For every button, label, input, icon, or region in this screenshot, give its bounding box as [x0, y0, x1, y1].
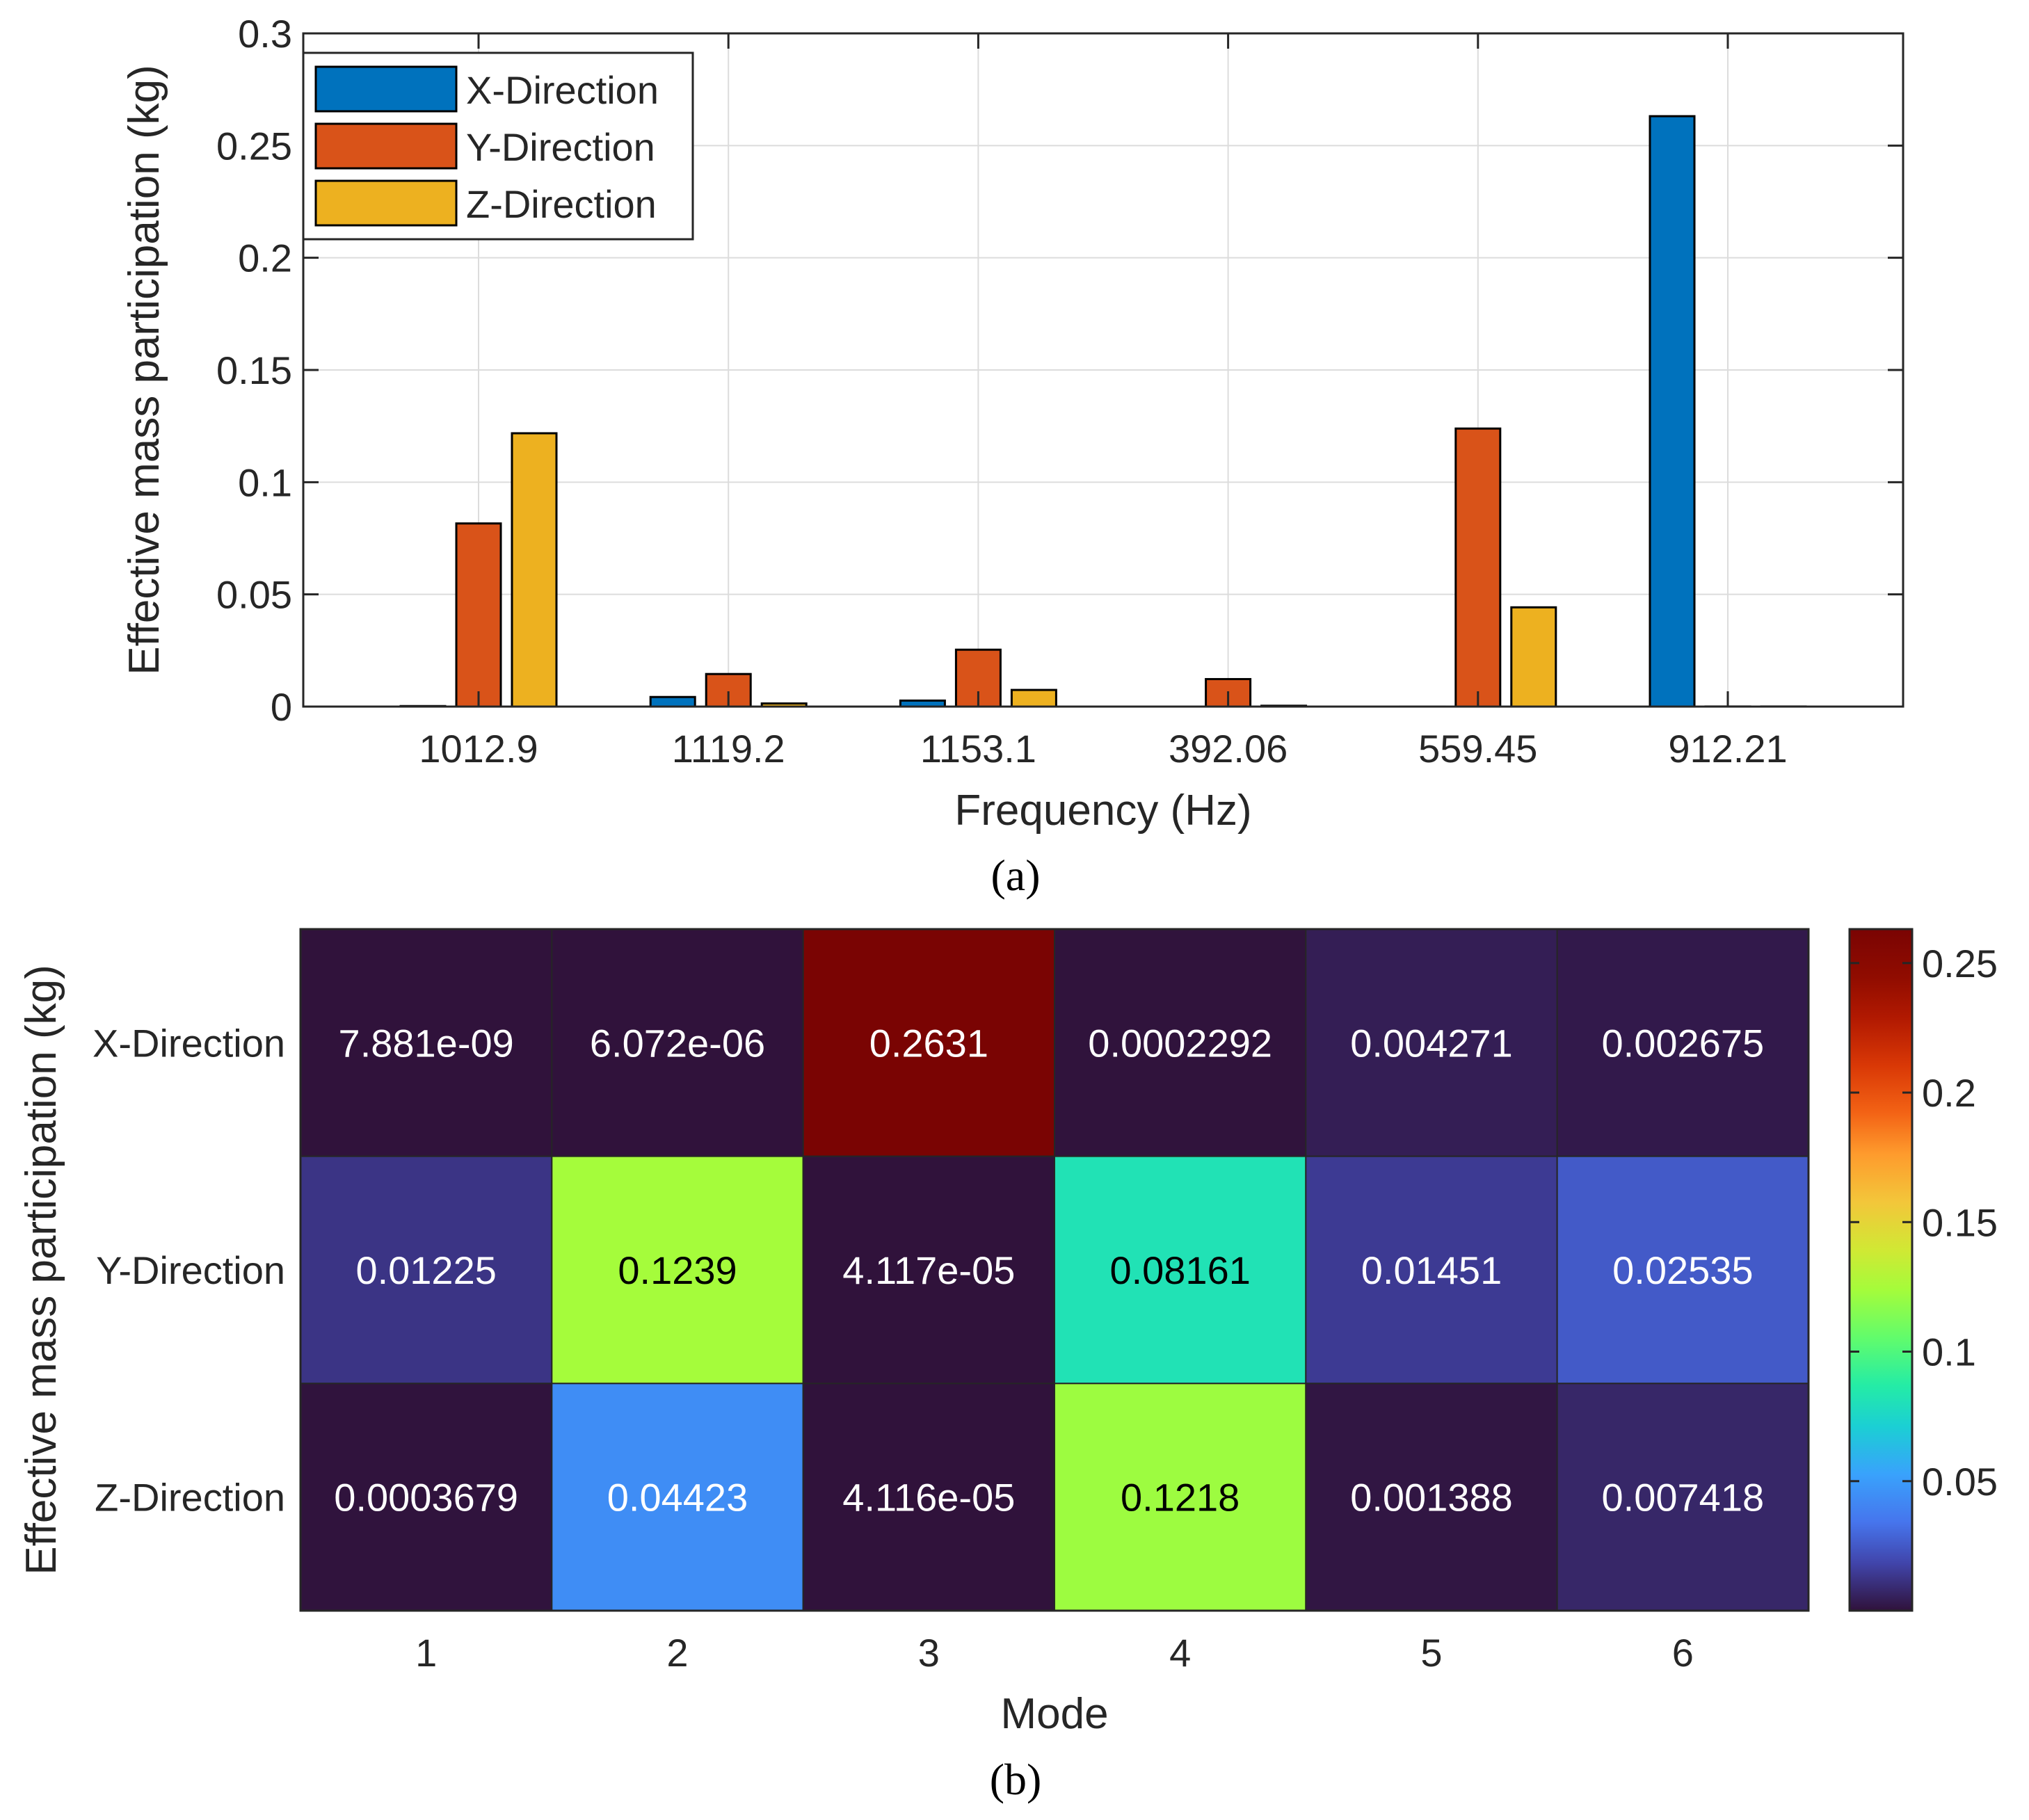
- bar-y-tick-label: 0.3: [238, 12, 292, 56]
- heatmap-cells: 7.881e-09 6.072e-06 0.2631 0.0002292 0.00427…: [300, 928, 1810, 1612]
- heatmap-cell-label: 0.2631: [869, 1021, 988, 1065]
- colorbar: [1848, 928, 1914, 1612]
- bar: [455, 522, 502, 708]
- heatmap-cell: [551, 928, 804, 1157]
- heatmap-cell-label: 0.0003679: [334, 1476, 518, 1520]
- heatmap-cell-label: 0.01451: [1361, 1248, 1502, 1292]
- heatmap-cell-label: 0.004271: [1350, 1021, 1513, 1065]
- bar-legend: X-Direction Y-Direction Z-Direction: [302, 51, 694, 241]
- bar: [1649, 115, 1696, 708]
- heatmap-y-axis-label: Effective mass participation (kg): [17, 965, 65, 1575]
- heatmap-cell: [300, 1155, 553, 1385]
- heatmap-cell: [300, 1383, 553, 1612]
- heatmap-x-tick-label: 4: [1169, 1631, 1191, 1675]
- bar-x-tick-labels: 1012.9 1119.2 1153.1 392.06 559.45 912.21: [419, 727, 1787, 771]
- heatmap-cell-label: 0.001388: [1350, 1476, 1513, 1520]
- bar-y-tick-label: 0.2: [238, 236, 292, 280]
- heatmap-cell: [802, 1383, 1055, 1612]
- colorbar-tick-label: 0.05: [1922, 1460, 1998, 1504]
- heatmap-cell-label: 6.072e-06: [590, 1021, 765, 1065]
- bar-x-tick-label: 1012.9: [419, 727, 538, 771]
- bar-ticks: [303, 32, 1903, 708]
- legend-label-z: Z-Direction: [466, 182, 657, 226]
- heatmap-cell: [1054, 928, 1307, 1157]
- heatmap-cell-label: 0.04423: [607, 1476, 748, 1520]
- heatmap-cell-label: 0.1218: [1121, 1476, 1240, 1520]
- bar-x-tick-label: 559.45: [1418, 727, 1537, 771]
- bar: [649, 695, 696, 708]
- heatmap-cell-label: 0.08161: [1109, 1248, 1250, 1292]
- heatmap-y-tick-label: Z-Direction: [95, 1476, 285, 1520]
- heatmap-x-tick-label: 6: [1672, 1631, 1694, 1675]
- heatmap-cell-label: 0.01225: [355, 1248, 496, 1292]
- bar: [511, 432, 558, 708]
- bar-x-tick-label: 392.06: [1169, 727, 1288, 771]
- heatmap-cell-label: 0.0002292: [1088, 1021, 1272, 1065]
- colorbar-ticks: 0.05 0.1 0.15 0.2 0.25: [1850, 942, 1998, 1504]
- heatmap-y-tick-label: Y-Direction: [96, 1248, 285, 1292]
- bar-y-tick-label: 0.25: [216, 124, 292, 168]
- heatmap-cell-label: 0.1239: [618, 1248, 737, 1292]
- legend-label-x: X-Direction: [466, 68, 659, 112]
- heatmap-x-tick-labels: 1 2 3 4 5 6: [415, 1631, 1694, 1675]
- bar-series-z-direction: [511, 432, 1807, 708]
- legend-swatch-z: [314, 179, 458, 227]
- bar-y-tick-label: 0.1: [238, 460, 292, 504]
- bar-x-tick-label: 912.21: [1668, 727, 1787, 771]
- panel-b-caption: (b): [990, 1755, 1042, 1804]
- heatmap-cell-label: 7.881e-09: [339, 1021, 514, 1065]
- colorbar-tick-label: 0.15: [1922, 1200, 1998, 1244]
- bar: [1510, 606, 1557, 708]
- heatmap-frame: [299, 928, 1810, 1612]
- heatmap-cell: [802, 928, 1055, 1157]
- heatmap-cell: [551, 1155, 804, 1385]
- colorbar-tick-label: 0.2: [1922, 1071, 1976, 1115]
- heatmap-cell: [1054, 1155, 1307, 1385]
- bar-y-axis-label: Effective mass participation (kg): [120, 65, 168, 675]
- heatmap-cell-label: 0.002675: [1602, 1021, 1765, 1065]
- heatmap-panel: 7.881e-09 6.072e-06 0.2631 0.0002292 0.00427…: [17, 928, 1998, 1804]
- heatmap-cell: [300, 928, 553, 1157]
- heatmap-x-tick-label: 5: [1420, 1631, 1442, 1675]
- heatmap-y-tick-labels: X-Direction Y-Direction Z-Direction: [93, 1021, 285, 1519]
- heatmap-cell: [1556, 1155, 1810, 1385]
- heatmap-cell: [1556, 1383, 1810, 1612]
- heatmap-cell: [1556, 928, 1810, 1157]
- bar-x-axis-label: Frequency (Hz): [954, 787, 1251, 835]
- heatmap-x-tick-label: 2: [666, 1631, 688, 1675]
- bar-x-tick-label: 1119.2: [672, 727, 785, 771]
- legend-swatch-x: [314, 65, 458, 113]
- heatmap-cell-label: 4.117e-05: [842, 1248, 1015, 1292]
- bar: [1454, 427, 1502, 708]
- panel-a-caption: (a): [991, 851, 1040, 900]
- bar-x-tick-label: 1153.1: [920, 727, 1036, 771]
- heatmap-x-axis-label: Mode: [1000, 1690, 1108, 1738]
- heatmap-cell-label: 4.116e-05: [842, 1476, 1015, 1520]
- bar-y-tick-label: 0.15: [216, 348, 292, 392]
- heatmap-x-tick-label: 1: [415, 1631, 437, 1675]
- colorbar-tick-label: 0.1: [1922, 1330, 1976, 1374]
- bar: [1010, 688, 1057, 708]
- bar-y-tick-label: 0: [271, 685, 292, 729]
- colorbar-tick-label: 0.25: [1922, 942, 1998, 985]
- heatmap-cell: [802, 1155, 1055, 1385]
- legend-swatch-y: [314, 122, 458, 170]
- heatmap-y-tick-label: X-Direction: [93, 1021, 285, 1065]
- legend-label-y: Y-Direction: [466, 125, 655, 169]
- heatmap-cell: [1305, 1383, 1558, 1612]
- heatmap-cell-label: 0.02535: [1612, 1248, 1753, 1292]
- heatmap-cell-label: 0.007418: [1602, 1476, 1765, 1520]
- bar-y-tick-label: 0.05: [216, 573, 292, 617]
- bar-chart-panel: 0 0.05 0.1 0.15 0.2 0.25 0.3 1012.9 1119.2 1153.…: [120, 12, 1904, 900]
- bar-y-tick-labels: 0 0.05 0.1 0.15 0.2 0.25 0.3: [216, 12, 292, 729]
- heatmap-x-tick-label: 3: [918, 1631, 940, 1675]
